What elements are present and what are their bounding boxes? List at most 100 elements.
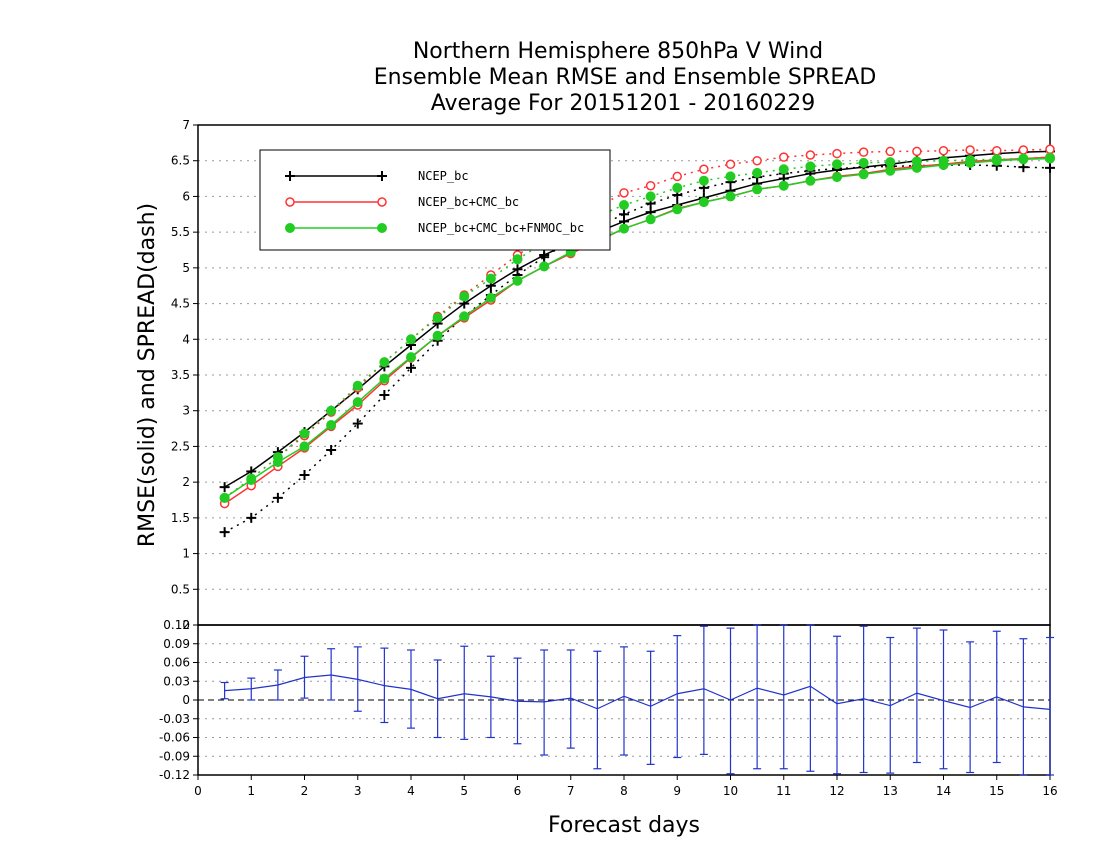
- chart-date-range: Average For 20151201 - 20160229: [431, 91, 816, 116]
- rmse-point: [539, 261, 550, 272]
- spread-point: [752, 155, 762, 166]
- spread-point: [512, 254, 523, 265]
- y-tick-label: 4.5: [171, 297, 190, 311]
- legend-marker: [285, 223, 295, 233]
- legend-box: [259, 149, 611, 251]
- spread-point: [778, 164, 789, 175]
- spread-point: [272, 452, 283, 463]
- x-axis-label: Forecast days: [548, 813, 700, 838]
- spread-point: [699, 164, 709, 175]
- rmse-point: [672, 204, 683, 215]
- legend-marker: [285, 171, 295, 181]
- spread-point: [858, 147, 869, 157]
- x-tick-label: 13: [883, 784, 898, 798]
- x-tick-label: 5: [460, 784, 468, 798]
- x-tick-label: 2: [301, 784, 309, 798]
- y-tick-label: 0.06: [163, 656, 190, 670]
- y-tick-label: 0: [182, 618, 190, 632]
- spread-point: [1045, 162, 1055, 173]
- y-tick-label: 0.5: [171, 582, 190, 596]
- x-tick-label: 11: [776, 784, 791, 798]
- rmse-point: [219, 482, 230, 493]
- spread-point: [672, 171, 682, 182]
- spread-point: [779, 152, 789, 162]
- legend-label: NCEP_bc+CMC_bc: [418, 195, 519, 209]
- y-tick-label: 6: [182, 189, 190, 203]
- y-tick-label: 1.5: [171, 511, 190, 525]
- x-tick-label: 15: [989, 784, 1004, 798]
- spread-point: [379, 390, 390, 400]
- spread-point: [938, 145, 949, 156]
- legend-marker: [377, 171, 387, 181]
- spread-point: [539, 252, 550, 263]
- rmse-point: [805, 175, 816, 186]
- spread-point: [965, 155, 976, 165]
- rmse-point: [725, 191, 736, 202]
- rmse-point: [299, 441, 310, 452]
- legend-entry: NCEP_bc+CMC_bc+FNMOC_bc: [285, 221, 584, 235]
- spread-point: [432, 312, 443, 323]
- x-tick-label: 10: [723, 784, 738, 798]
- spread-point: [725, 171, 736, 182]
- rmse-point: [379, 373, 390, 384]
- spread-point: [991, 154, 1002, 165]
- x-tick-label: 9: [673, 784, 681, 798]
- spread-point: [805, 161, 816, 172]
- legend-entry: NCEP_bc+CMC_bc: [285, 195, 519, 209]
- y-tick-label: 5: [182, 261, 190, 275]
- y-tick-label: 1: [182, 547, 190, 561]
- y-tick-label: 2.5: [171, 439, 190, 453]
- y-tick-label: 0.09: [163, 637, 190, 651]
- rmse-point: [619, 223, 629, 234]
- spread-point: [1018, 145, 1029, 155]
- spread-point: [406, 334, 416, 345]
- x-tick-label: 7: [567, 784, 575, 798]
- rmse-point: [858, 169, 869, 180]
- y-tick-label: -0.03: [159, 712, 190, 726]
- spread-point: [219, 492, 230, 503]
- y-tick-label: 2: [182, 475, 190, 489]
- spread-point: [619, 200, 629, 210]
- series-2: [219, 152, 1055, 503]
- rmse-point: [406, 352, 416, 363]
- spread-point: [911, 156, 922, 167]
- spread-point: [1045, 152, 1055, 163]
- spread-point: [246, 473, 257, 484]
- spread-point: [299, 470, 310, 480]
- spread-point: [352, 418, 363, 429]
- x-tick-label: 0: [194, 784, 202, 798]
- rmse-point: [778, 180, 789, 191]
- rmse-point: [326, 420, 337, 430]
- y-tick-label: 0: [182, 693, 190, 707]
- spread-point: [459, 291, 470, 302]
- x-tick-label: 6: [514, 784, 522, 798]
- rmse-point: [459, 311, 470, 322]
- x-tick-label: 1: [247, 784, 255, 798]
- legend-marker: [285, 197, 295, 207]
- spread-point: [885, 146, 895, 157]
- spread-point: [1018, 153, 1029, 164]
- y-tick-label: -0.06: [159, 731, 190, 745]
- spread-point: [326, 445, 337, 455]
- rmse-point: [832, 172, 842, 183]
- spread-point: [406, 362, 416, 373]
- spread-point: [698, 175, 709, 186]
- y-tick-label: 5.5: [171, 225, 190, 239]
- rmse-point: [432, 330, 443, 341]
- y-tick-label: 0.03: [163, 674, 190, 688]
- axes: 0.5 1 1.5 2 2.5 3 3.5 4 4.5 5 5.5 6 6.5 7 0 -0.12 -0.09 -…: [159, 118, 1058, 798]
- spread-point: [885, 157, 896, 168]
- rmse-point: [512, 275, 523, 286]
- chart-subtitle: Ensemble Mean RMSE and Ensemble SPREAD: [374, 65, 877, 90]
- x-tick-label: 14: [936, 784, 951, 798]
- spread-point: [965, 145, 975, 155]
- difference-series: [220, 624, 1054, 776]
- x-tick-label: 3: [354, 784, 362, 798]
- difference-line: [224, 674, 1051, 710]
- chart-title-block: Northern Hemisphere 850hPa V Wind Ensemb…: [374, 39, 877, 116]
- y-tick-label: -0.09: [159, 749, 190, 763]
- spread-point: [832, 159, 842, 170]
- y-tick-label: 0.12: [163, 618, 190, 632]
- spread-point: [805, 150, 816, 160]
